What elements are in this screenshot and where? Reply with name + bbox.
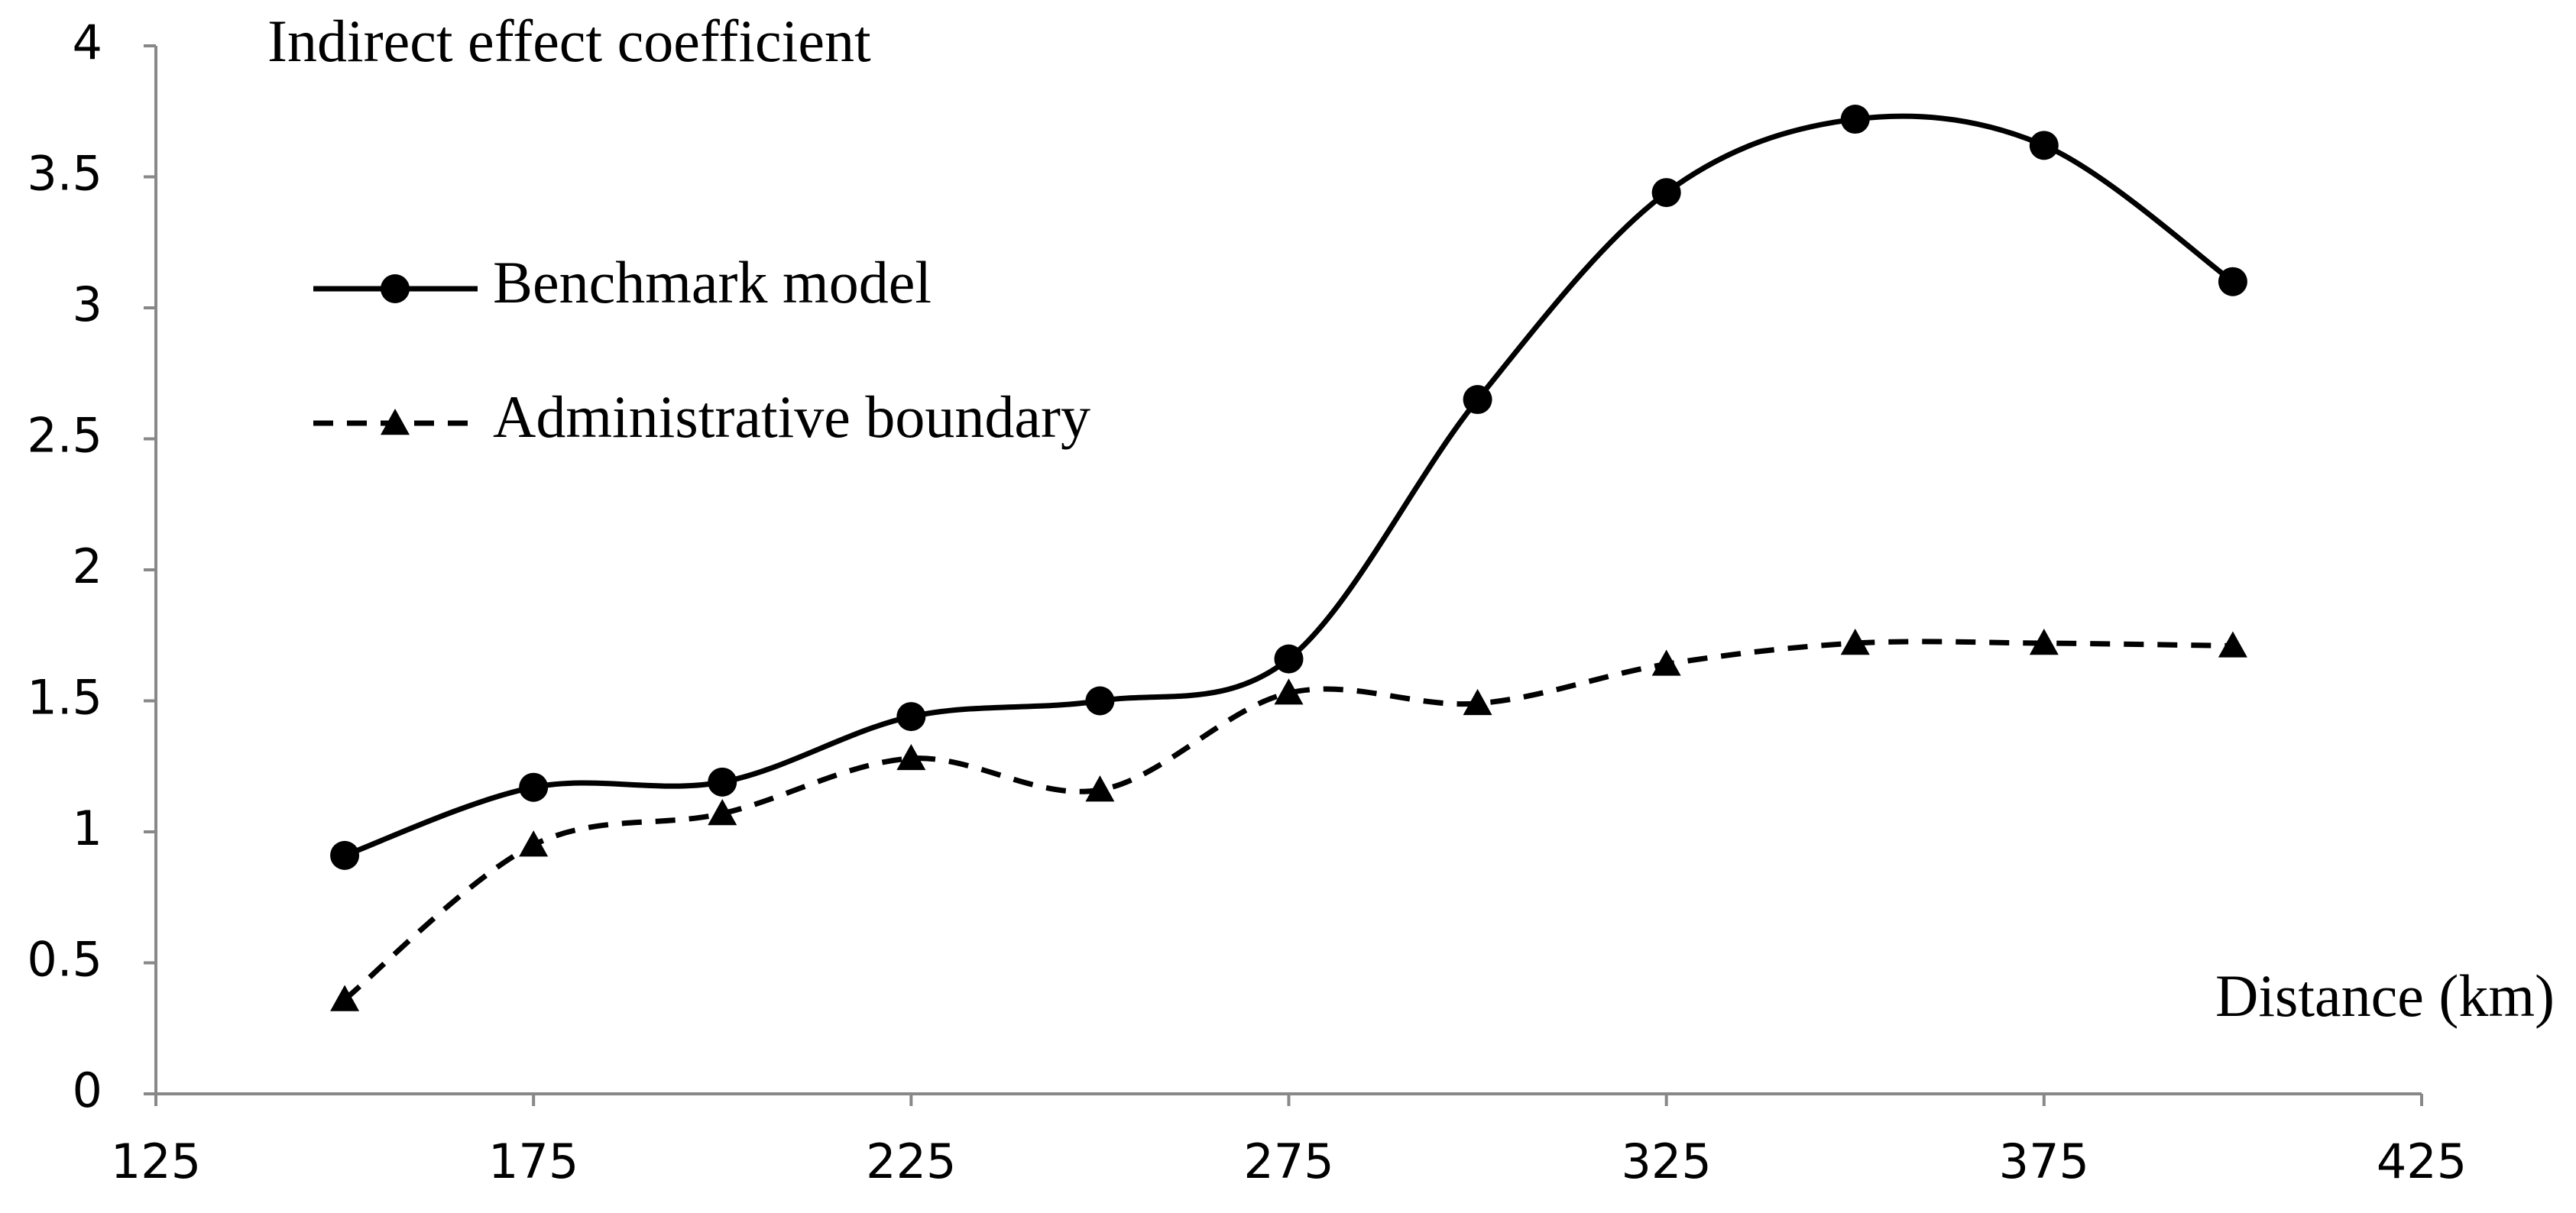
x-axis-label: Distance (km) [2215, 962, 2555, 1029]
marker [519, 772, 549, 802]
marker [708, 798, 737, 826]
marker [1651, 649, 1681, 676]
y-tick-label: 1 [73, 801, 102, 856]
marker [519, 830, 549, 857]
marker [330, 840, 360, 870]
y-tick-label: 2.5 [27, 408, 102, 464]
marker [2029, 629, 2059, 655]
marker [2218, 631, 2247, 658]
marker [330, 985, 360, 1011]
legend-label: Administrative boundary [493, 383, 1090, 450]
series-line [343, 113, 2234, 859]
marker [896, 702, 926, 732]
y-tick-label: 3.5 [27, 146, 102, 202]
legend-marker [381, 409, 410, 435]
x-tick-label: 175 [488, 1134, 578, 1189]
x-tick-label: 375 [1999, 1134, 2089, 1189]
x-tick-label: 225 [866, 1134, 956, 1189]
chart-title: Indirect effect coefficient [267, 8, 871, 74]
marker [708, 767, 737, 797]
marker [1840, 105, 1870, 134]
marker [2218, 267, 2247, 296]
y-tick-label: 1.5 [27, 670, 102, 726]
marker [1651, 178, 1681, 208]
legend-label: Benchmark model [493, 249, 932, 315]
x-tick-label: 425 [2377, 1134, 2467, 1189]
marker [1274, 678, 1304, 705]
y-tick-label: 4 [73, 15, 102, 70]
marker [2029, 131, 2059, 160]
series-line [342, 639, 2233, 1002]
x-tick-label: 325 [1621, 1134, 1711, 1189]
y-tick-label: 0 [73, 1063, 102, 1118]
y-tick-label: 2 [73, 539, 102, 594]
marker [1463, 385, 1492, 415]
marker [1840, 629, 1870, 655]
x-tick-label: 275 [1243, 1134, 1333, 1189]
x-tick-label: 125 [111, 1134, 201, 1189]
marker [1085, 775, 1115, 802]
legend-marker [381, 274, 410, 303]
y-tick-label: 0.5 [27, 932, 102, 988]
marker [896, 743, 926, 771]
marker [1463, 688, 1492, 716]
marker [1274, 644, 1304, 674]
y-tick-label: 3 [73, 277, 102, 332]
marker [1085, 686, 1115, 716]
